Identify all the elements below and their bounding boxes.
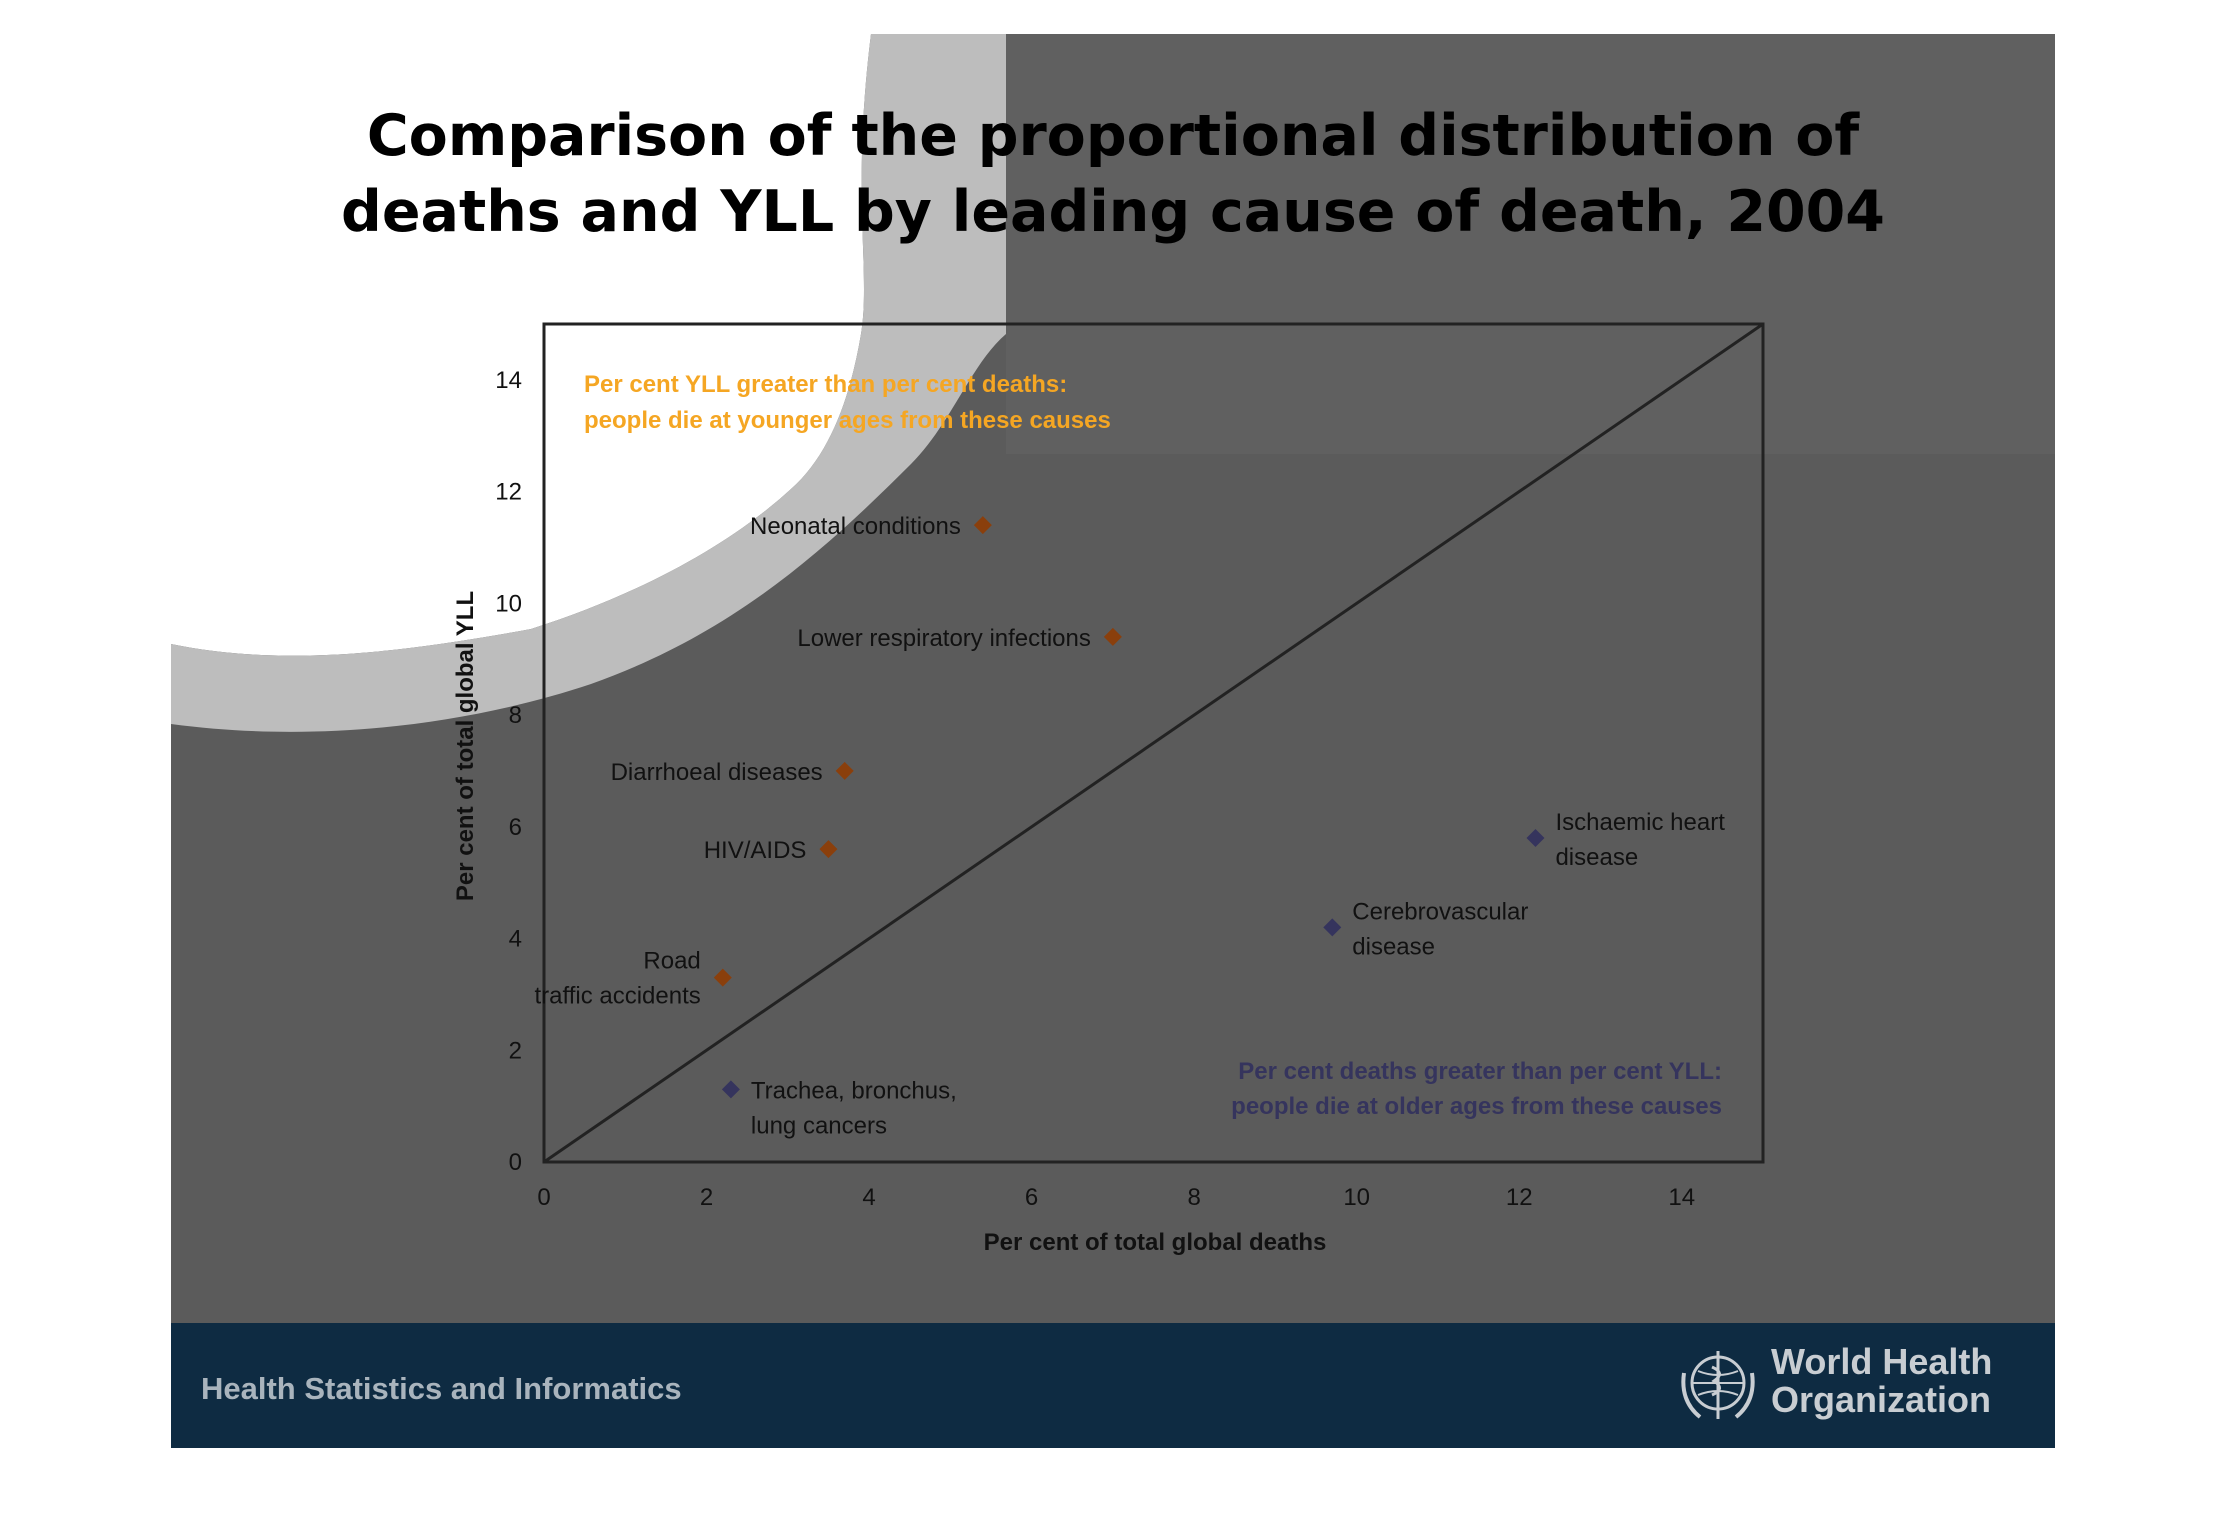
data-point-marker [835, 761, 854, 780]
data-point-label: Diarrhoeal diseases [611, 759, 823, 786]
lower-annotation-line-2: people die at older ages from these caus… [1231, 1093, 1722, 1120]
background-dark-panel [1006, 34, 2055, 454]
y-tick-label: 4 [509, 926, 522, 953]
data-point-label: Road traffic accidents [534, 948, 700, 1010]
x-tick-label: 6 [1025, 1184, 1038, 1211]
upper-annotation-line-2: people die at younger ages from these ca… [584, 407, 1111, 434]
title-line-2: deaths and YLL by leading cause of death… [341, 179, 1885, 245]
equality-reference-line [543, 322, 1764, 1164]
y-tick-label: 2 [509, 1037, 522, 1064]
y-tick-label: 6 [509, 814, 522, 841]
x-tick-label: 2 [700, 1184, 713, 1211]
data-point-label: Neonatal conditions [750, 513, 961, 540]
x-tick-label: 12 [1506, 1184, 1533, 1211]
y-axis-ticks: 0 2 4 6 8 10 12 14 [495, 367, 522, 1176]
background-light-shape [171, 34, 1006, 732]
plot-area-frame [542, 322, 1765, 1164]
lower-annotation: Per cent deaths greater than per cent YL… [1231, 1058, 1722, 1120]
x-axis-label: Per cent of total global deaths [984, 1229, 1327, 1256]
data-point-marker [721, 1080, 740, 1099]
who-emblem-icon [1681, 1351, 1755, 1419]
footer-bar: Health Statistics and Informatics World … [171, 1323, 2055, 1448]
x-tick-label: 4 [862, 1184, 875, 1211]
footer-department: Health Statistics and Informatics [201, 1371, 682, 1406]
upper-annotation-line-1: Per cent YLL greater than per cent death… [584, 371, 1067, 398]
lower-annotation-line-1: Per cent deaths greater than per cent YL… [1238, 1058, 1722, 1085]
y-tick-label: 10 [495, 590, 522, 617]
x-tick-label: 14 [1668, 1184, 1695, 1211]
data-point-marker [973, 516, 992, 535]
x-tick-label: 10 [1343, 1184, 1370, 1211]
x-tick-label: 0 [537, 1184, 550, 1211]
data-point-label: Lower respiratory infections [797, 625, 1090, 652]
y-tick-label: 0 [509, 1149, 522, 1176]
data-points: Neonatal conditions Lower respiratory inf… [534, 513, 1725, 1139]
y-tick-label: 12 [495, 479, 522, 506]
upper-annotation: Per cent YLL greater than per cent death… [584, 371, 1111, 434]
title-line-1: Comparison of the proportional distribut… [366, 103, 1860, 169]
data-point-marker [1526, 828, 1545, 847]
data-point-marker [1103, 627, 1122, 646]
organization-name-line-1: World Health [1771, 1341, 1993, 1382]
data-point-label: HIV/AIDS [704, 837, 807, 864]
data-point-label: Cerebrovascular disease [1352, 898, 1528, 960]
x-tick-label: 8 [1187, 1184, 1200, 1211]
organization-name: World Health Organization [1771, 1343, 1992, 1419]
slide-background [171, 34, 2055, 1448]
data-point-marker [819, 840, 838, 859]
organization-name-line-2: Organization [1771, 1379, 1992, 1420]
data-point-marker [713, 968, 732, 987]
data-point-label: Trachea, bronchus, lung cancers [751, 1077, 957, 1139]
data-point-label: Ischaemic heart disease [1555, 809, 1725, 871]
slide-title: Comparison of the proportional distribut… [171, 98, 2055, 250]
y-axis-label: Per cent of total global YLL [452, 591, 479, 901]
y-tick-label: 8 [509, 702, 522, 729]
data-point-marker [1323, 918, 1342, 937]
x-axis-ticks: 0 2 4 6 8 10 12 14 [537, 1184, 1695, 1211]
y-tick-label: 14 [495, 367, 522, 394]
